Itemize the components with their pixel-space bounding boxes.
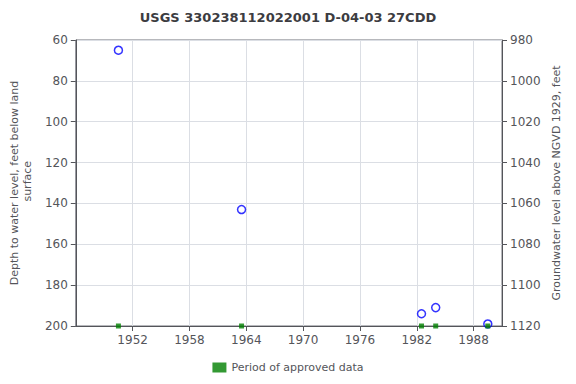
svg-text:Depth to water level, feet bel: Depth to water level, feet below land [8,81,21,286]
svg-text:980: 980 [510,33,533,47]
svg-text:1982: 1982 [401,333,432,347]
svg-text:1100: 1100 [510,278,541,292]
svg-text:1958: 1958 [174,333,205,347]
svg-text:Period of approved data: Period of approved data [231,361,363,374]
svg-text:1964: 1964 [231,333,262,347]
svg-text:surface: surface [21,161,34,205]
svg-text:1988: 1988 [458,333,489,347]
svg-text:100: 100 [45,115,68,129]
svg-text:1952: 1952 [117,333,148,347]
svg-text:80: 80 [53,74,68,88]
svg-text:1970: 1970 [288,333,319,347]
svg-text:Groundwater level above NGVD 1: Groundwater level above NGVD 1929, feet [550,65,563,301]
svg-text:160: 160 [45,237,68,251]
svg-text:140: 140 [45,196,68,210]
svg-text:200: 200 [45,319,68,333]
svg-text:120: 120 [45,156,68,170]
svg-text:1976: 1976 [345,333,376,347]
svg-text:1000: 1000 [510,74,541,88]
svg-text:1020: 1020 [510,115,541,129]
svg-text:1080: 1080 [510,237,541,251]
svg-text:1040: 1040 [510,156,541,170]
svg-text:1120: 1120 [510,319,541,333]
svg-text:180: 180 [45,278,68,292]
svg-text:USGS 330238112022001 D-04-03 2: USGS 330238112022001 D-04-03 27CDD [140,10,437,25]
svg-text:1060: 1060 [510,196,541,210]
svg-text:60: 60 [53,33,68,47]
